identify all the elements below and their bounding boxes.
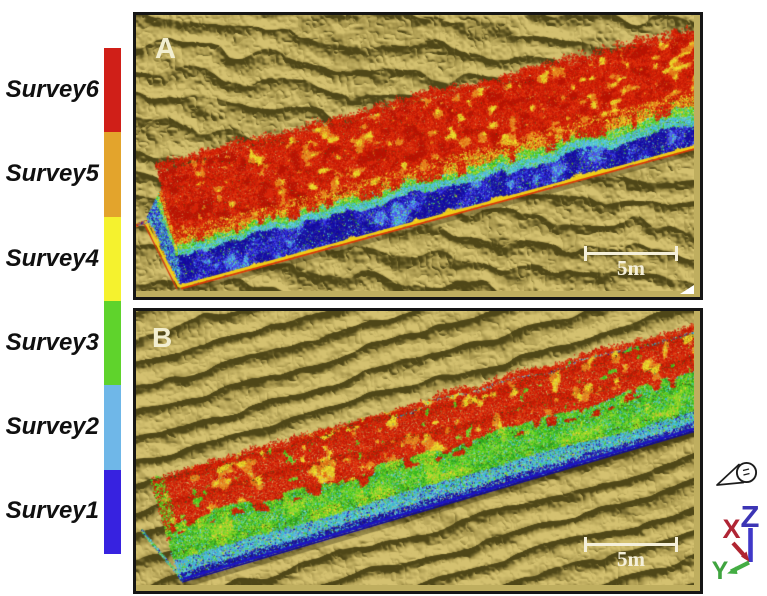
panel-b-label: B (152, 322, 173, 353)
panel-a-scalebar: 5m (584, 246, 678, 280)
legend-label-survey6: Survey6 (5, 76, 99, 103)
y-axis-label: Y (712, 557, 729, 585)
legend-swatch-survey1 (104, 469, 121, 554)
scalebar-left-tick (584, 246, 587, 261)
panel-b (133, 308, 703, 594)
legend-label-survey5: Survey5 (5, 160, 99, 187)
scalebar-label: 5m (617, 547, 645, 571)
legend-label-survey3: Survey3 (5, 329, 99, 356)
panel-b-rendering (136, 311, 694, 585)
legend-swatch-survey2 (104, 385, 121, 470)
scalebar-line (585, 543, 677, 546)
panel-a-rendering (136, 15, 694, 291)
view-sphere-icon (735, 461, 758, 484)
panel-a-label: A (155, 33, 176, 65)
x-axis-label: X (722, 514, 740, 544)
legend-color-bar (104, 48, 121, 554)
legend-swatch-survey6 (104, 48, 121, 133)
legend-label-survey4: Survey4 (5, 245, 99, 272)
x-axis-arrowhead (741, 551, 750, 562)
legend-label-survey1: Survey1 (5, 497, 99, 524)
axis-triad: Z X Y (712, 499, 760, 585)
axes-orientation-widget: Z X Y (712, 461, 760, 585)
panel-b-scalebar: 5m (584, 537, 678, 571)
view-cone-icon (716, 461, 758, 486)
scalebar-left-tick (584, 537, 587, 552)
scalebar-right-tick (675, 537, 678, 552)
z-axis-label: Z (741, 499, 760, 534)
scalebar-right-tick (675, 246, 678, 261)
y-axis-arrowhead (727, 566, 738, 574)
scalebar-line (585, 252, 677, 255)
legend-label-survey2: Survey2 (5, 413, 99, 440)
legend-swatch-survey4 (104, 216, 121, 301)
scalebar-label: 5m (617, 256, 645, 280)
legend-swatch-survey5 (104, 132, 121, 217)
panel-a-corner-wedge (680, 285, 694, 294)
panel-a (133, 12, 703, 300)
legend-swatch-survey3 (104, 300, 121, 386)
view-sphere-marks (742, 468, 750, 476)
